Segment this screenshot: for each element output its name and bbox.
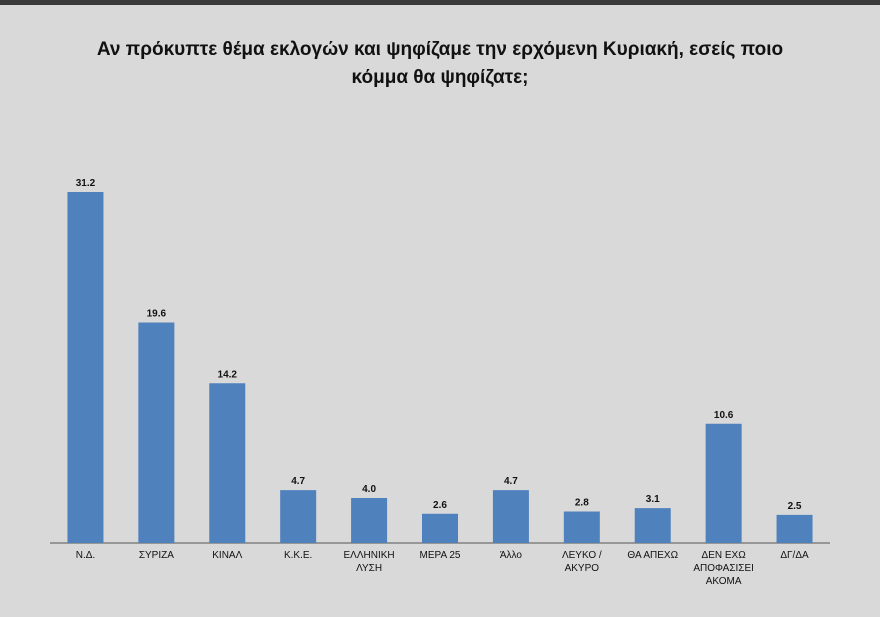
chart-title: Αν πρόκυπτε θέμα εκλογών και ψηφίζαμε τη… (96, 39, 784, 88)
bar (634, 508, 671, 543)
x-tick-label: ΛΕΥΚΟ / ΑΚΥΡΟ (561, 550, 602, 574)
x-tick-label: Άλλο (499, 550, 522, 561)
bar (280, 490, 317, 543)
bar (351, 498, 388, 543)
x-tick-label: ΜΕΡΑ 25 (419, 550, 461, 561)
value-label: 2.5 (788, 501, 802, 512)
x-tick-label: ΔΓ/ΔΑ (780, 550, 809, 561)
value-label: 19.6 (147, 309, 167, 320)
x-tick-label: ΕΛΛΗΝΙΚΗ ΛΥΣΗ (343, 550, 395, 574)
bar (422, 513, 458, 543)
value-label: 2.6 (433, 500, 447, 511)
x-tick-label: Ν.Δ. (75, 550, 96, 561)
value-label: 31.2 (76, 178, 96, 189)
x-tick-label: ΘΑ ΑΠΕΧΩ (627, 550, 679, 561)
bar (138, 322, 175, 543)
x-tick-label: Κ.Κ.Ε. (283, 550, 313, 561)
bar (492, 490, 529, 543)
bar (705, 423, 742, 543)
bar (209, 383, 246, 543)
value-label: 2.8 (575, 498, 589, 509)
top-bar (0, 0, 880, 5)
x-tick-label: ΚΙΝΑΛ (212, 550, 243, 561)
value-label: 3.1 (646, 494, 660, 505)
value-label: 4.7 (291, 476, 305, 487)
bar (67, 192, 104, 543)
bar (776, 514, 813, 543)
value-label: 4.0 (362, 484, 376, 495)
value-label: 4.7 (504, 476, 518, 487)
bar (563, 511, 600, 543)
value-label: 10.6 (714, 410, 734, 421)
x-tick-label: ΔΕΝ ΕΧΩ ΑΠΟΦΑΣΙΣΕΙ ΑΚΟΜΑ (693, 550, 754, 587)
value-label: 14.2 (218, 369, 238, 380)
x-tick-label: ΣΥΡΙΖΑ (138, 550, 174, 561)
